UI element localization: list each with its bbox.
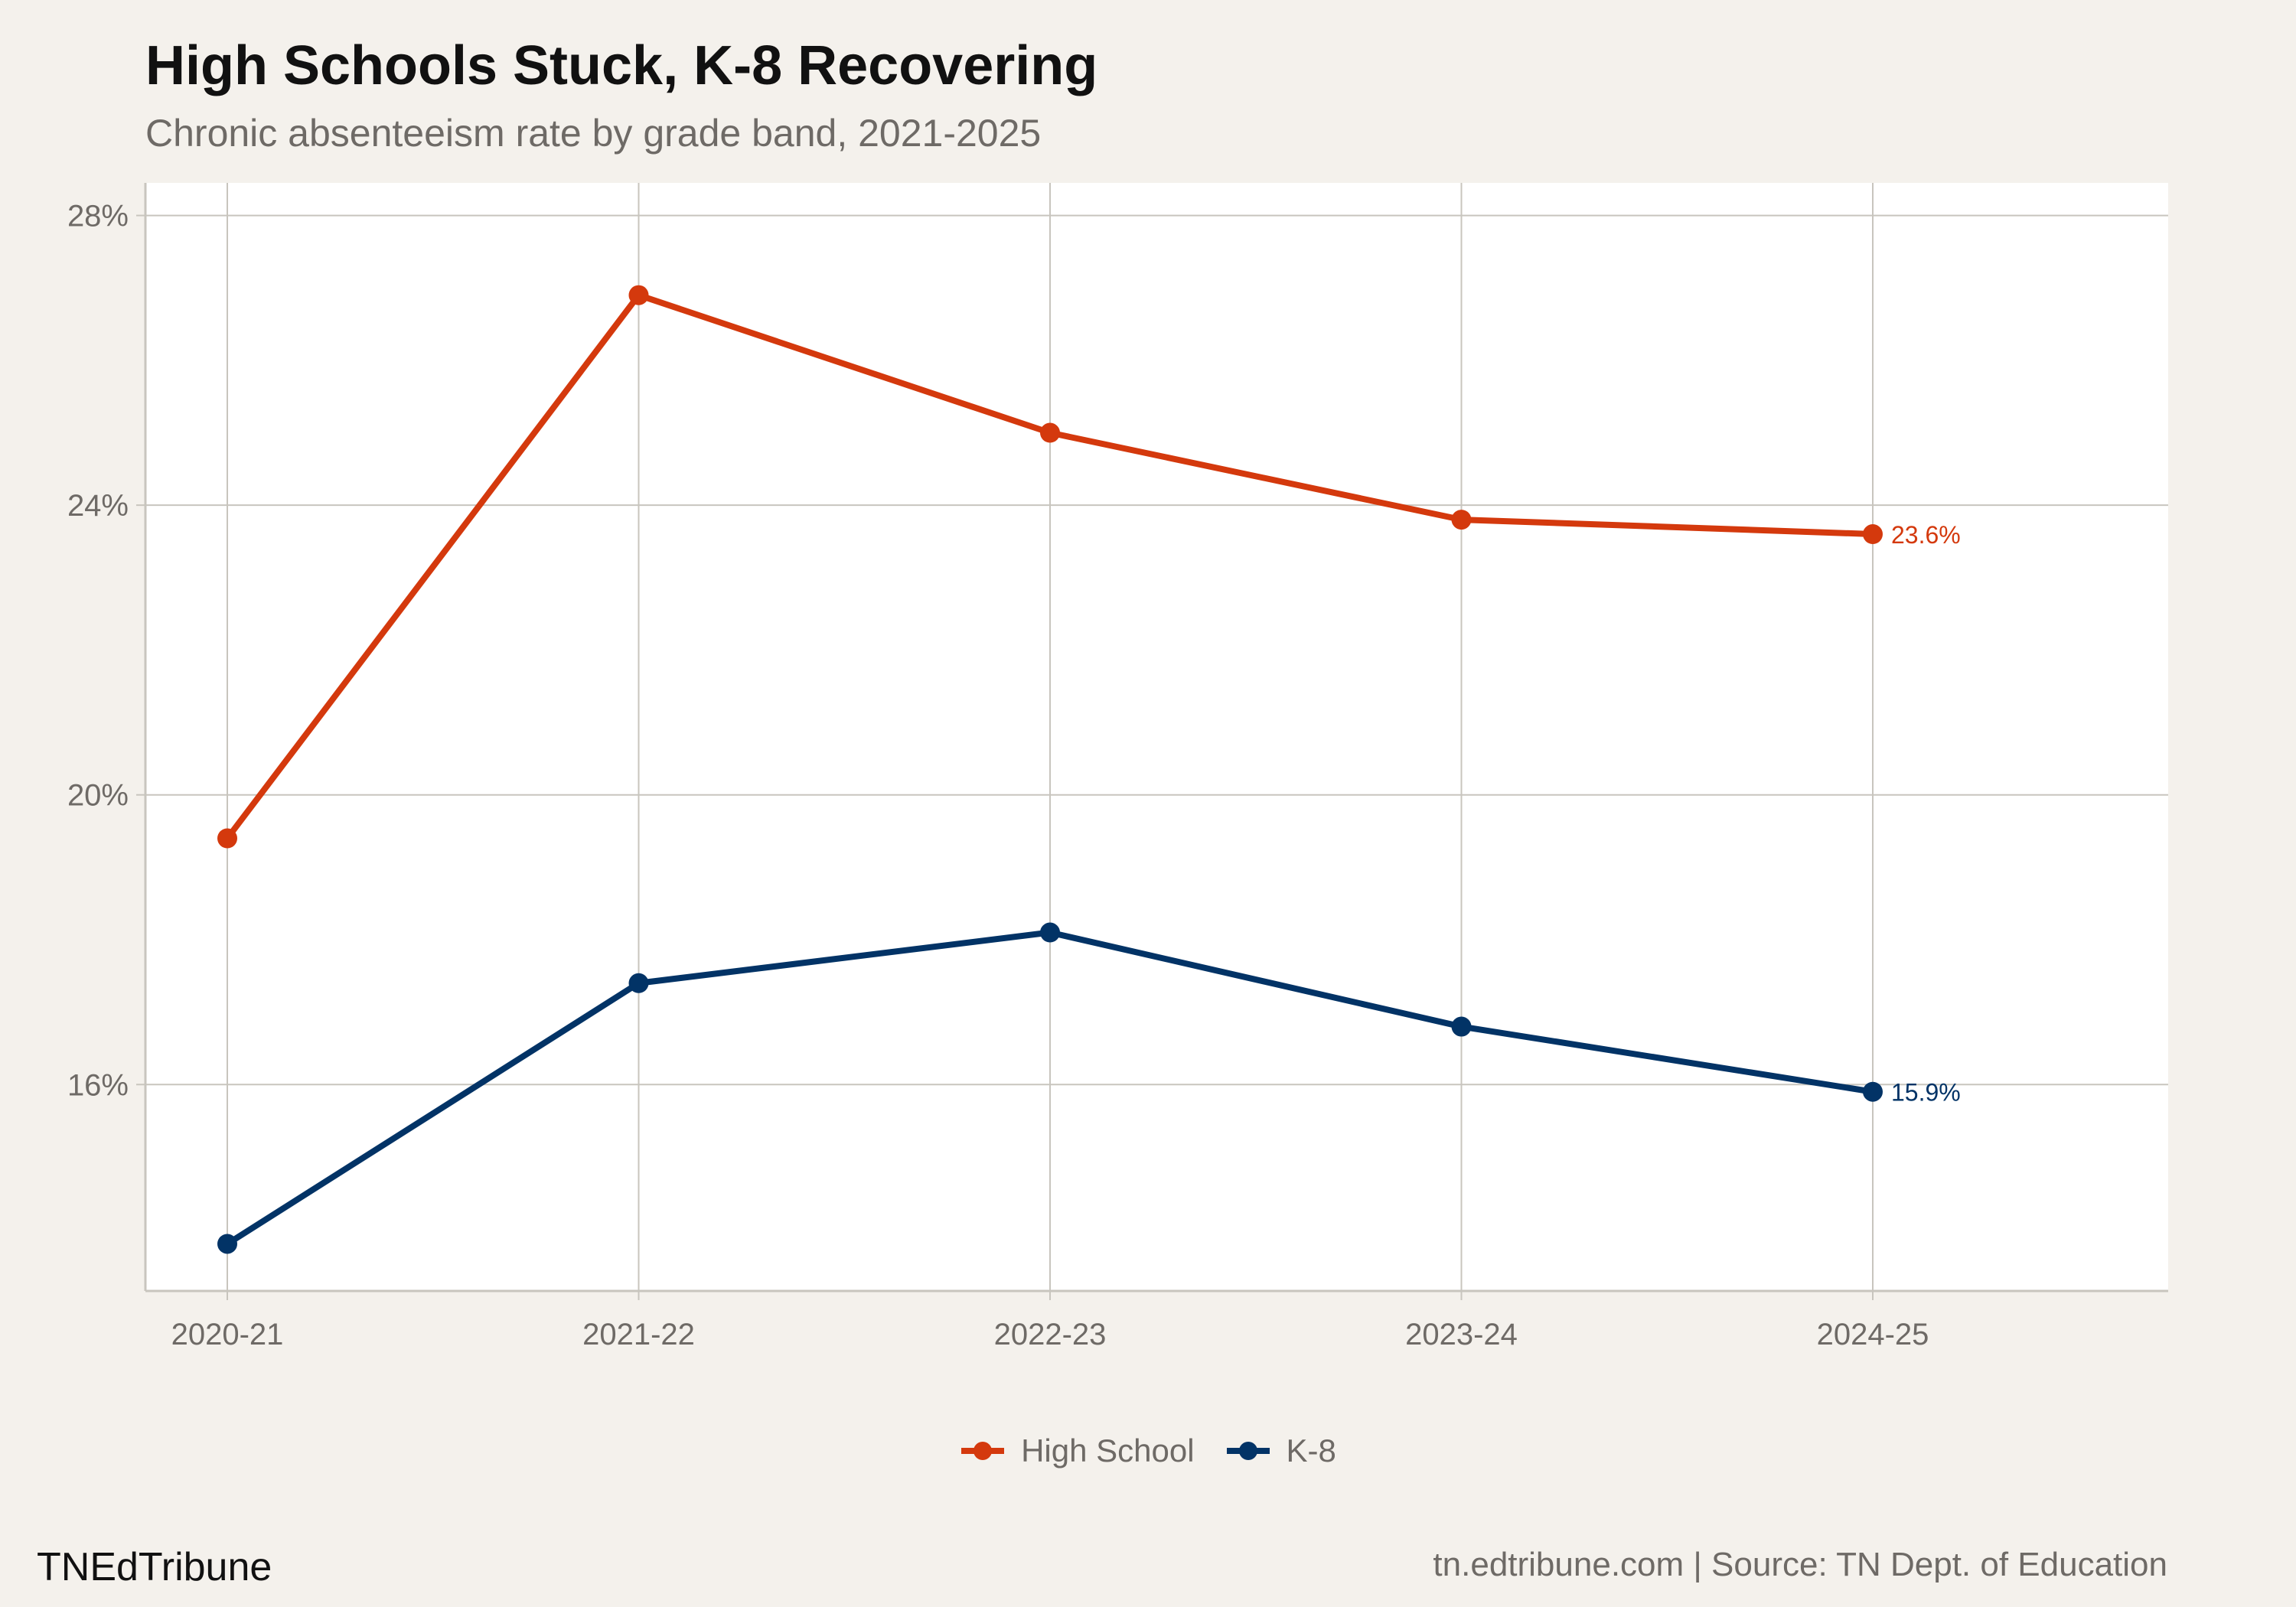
data-point-high-school xyxy=(628,285,649,305)
data-point-k-8 xyxy=(628,973,649,993)
legend-item-k8: K-8 xyxy=(1225,1433,1336,1469)
x-tick-label: 2024-25 xyxy=(1817,1318,1929,1351)
end-label-high-school: 23.6% xyxy=(1891,521,1961,549)
brand-logo-text: TNEdTribune xyxy=(37,1545,272,1589)
y-tick-label: 20% xyxy=(67,779,129,813)
legend-swatch-k8 xyxy=(1226,1442,1270,1460)
legend: High School K-8 xyxy=(0,1433,2296,1469)
chart-subtitle: Chronic absenteeism rate by grade band, … xyxy=(145,112,1042,155)
data-point-k-8 xyxy=(1863,1081,1883,1102)
data-point-high-school xyxy=(217,828,237,849)
y-tick-label: 28% xyxy=(67,200,129,233)
legend-item-high-school: High School xyxy=(960,1433,1195,1469)
x-tick-label: 2021-22 xyxy=(582,1318,695,1351)
legend-swatch-high-school xyxy=(961,1442,1005,1460)
x-tick-label: 2023-24 xyxy=(1405,1318,1518,1351)
chart-title: High Schools Stuck, K-8 Recovering xyxy=(145,35,1098,96)
source-credit: tn.edtribune.com | Source: TN Dept. of E… xyxy=(1433,1546,2167,1583)
y-tick-label: 24% xyxy=(67,489,129,523)
end-label-k-8: 15.9% xyxy=(1891,1079,1961,1107)
x-tick-label: 2020-21 xyxy=(171,1318,284,1351)
y-tick-label: 16% xyxy=(67,1068,129,1102)
data-point-high-school xyxy=(1863,524,1883,545)
plot-background xyxy=(145,183,2168,1291)
data-point-high-school xyxy=(1040,422,1060,443)
data-point-high-school xyxy=(1451,510,1472,530)
x-tick-label: 2022-23 xyxy=(994,1318,1107,1351)
legend-label: High School xyxy=(1021,1433,1195,1468)
legend-label: K-8 xyxy=(1286,1433,1336,1468)
data-point-k-8 xyxy=(1040,922,1060,943)
data-point-k-8 xyxy=(1451,1016,1472,1037)
data-point-k-8 xyxy=(217,1234,237,1254)
